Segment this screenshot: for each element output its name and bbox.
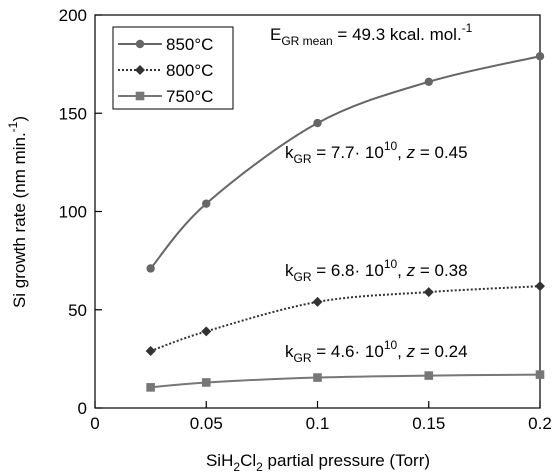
y-tick-label: 200 [59, 6, 87, 25]
data-point [424, 371, 434, 380]
axes: 0 0.05 0.1 0.15 0.2 0 50 100 150 200 [59, 6, 552, 433]
y-tick-label: 0 [78, 399, 87, 418]
data-point [535, 52, 545, 61]
data-point [424, 77, 433, 87]
data-point [312, 296, 323, 307]
series-2 [146, 370, 545, 392]
data-point [535, 370, 545, 379]
data-point [313, 373, 322, 382]
data-point [313, 118, 322, 128]
x-tick-label: 0.2 [528, 414, 552, 433]
series-line [150, 285, 541, 352]
data-point [145, 346, 156, 357]
x-tick-label: 0 [90, 414, 99, 433]
top-annotation: EGR mean = 49.3 kcal. mol.-1 [270, 21, 473, 48]
annotation-850: kGR = 7.7· 1010, z = 0.45 [285, 139, 468, 166]
series-1 [145, 281, 545, 357]
legend-label: 850°C [166, 35, 213, 54]
data-point [202, 199, 211, 208]
series-0 [146, 52, 545, 273]
data-point [535, 281, 545, 292]
y-tick-label: 150 [59, 104, 87, 123]
y-tick-label: 50 [68, 301, 87, 320]
data-point [201, 326, 212, 337]
legend-marker [135, 39, 145, 49]
x-tick-label: 0.05 [190, 414, 223, 433]
x-axis-label: SiH2Cl2 partial pressure (Torr) [206, 451, 430, 474]
legend-marker [135, 91, 145, 101]
legend: 850°C 800°C 750°C [112, 26, 234, 110]
data-point [146, 264, 155, 273]
y-tick-label: 100 [59, 203, 87, 222]
annotation-750: kGR = 4.6· 1010, z = 0.24 [285, 338, 468, 365]
legend-label: 750°C [166, 87, 213, 106]
data-point [201, 378, 211, 387]
series-layer [145, 52, 545, 392]
series-line [150, 373, 541, 389]
annotation-800: kGR = 6.8· 1010, z = 0.38 [285, 257, 468, 284]
data-point [423, 287, 434, 298]
legend-label: 800°C [166, 61, 213, 80]
x-tick-label: 0.1 [306, 414, 330, 433]
legend-marker [135, 65, 145, 75]
y-axis-label: Si growth rate (nm min.-1) [6, 116, 29, 308]
data-point [146, 383, 155, 392]
x-tick-label: 0.15 [412, 414, 445, 433]
